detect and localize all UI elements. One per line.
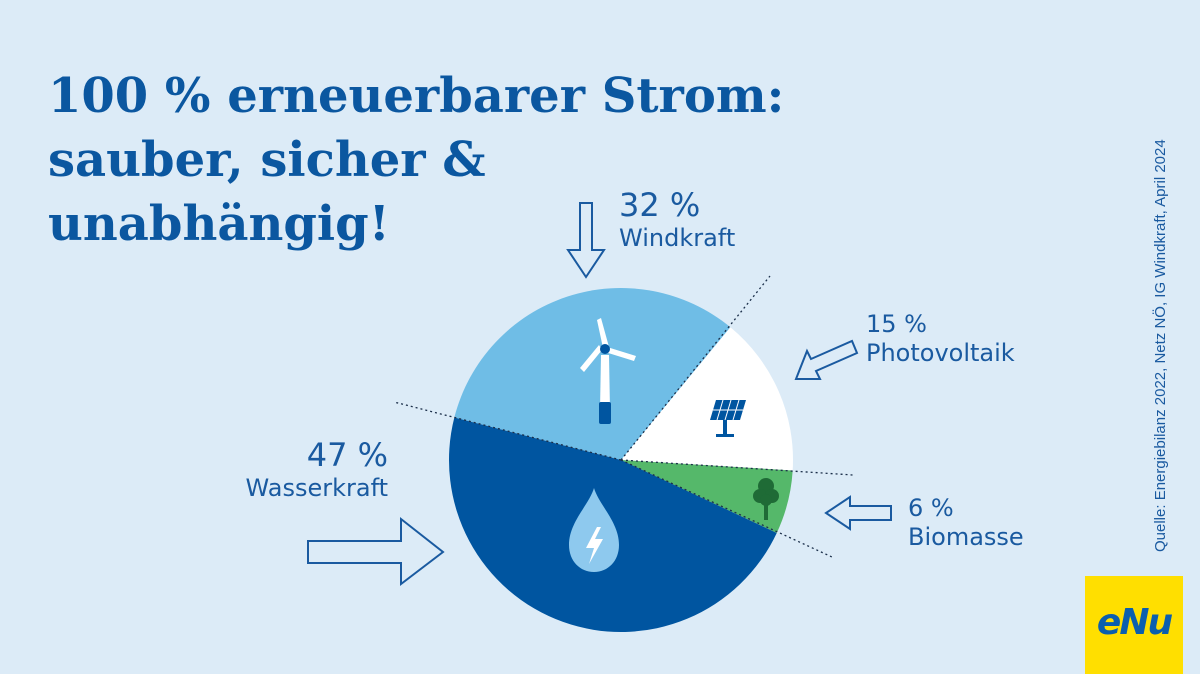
name-windkraft: Windkraft bbox=[619, 224, 736, 253]
label-wasserkraft: 47 % Wasserkraft bbox=[246, 436, 388, 503]
slice-divider-line bbox=[620, 459, 833, 558]
wind-turbine-icon bbox=[580, 318, 636, 424]
chart-title: 100 % erneuerbarer Strom: sauber, sicher… bbox=[48, 64, 784, 256]
arrow-windkraft-icon bbox=[566, 202, 606, 279]
pie-slice-photovoltaik bbox=[621, 327, 793, 471]
title-line-2: sauber, sicher & bbox=[48, 132, 486, 188]
logo-text: eNu bbox=[1096, 602, 1173, 643]
value-windkraft: 32 % bbox=[619, 186, 701, 224]
title-line-3: unabhängig! bbox=[48, 196, 390, 252]
enu-logo: eNu bbox=[1085, 576, 1183, 674]
value-biomasse: 6 % bbox=[908, 494, 954, 522]
label-photovoltaik: 15 % Photovoltaik bbox=[866, 310, 1015, 368]
name-biomasse: Biomasse bbox=[908, 522, 1024, 551]
source-note: Quelle: Energiebilanz 2022, Netz NÖ, IG … bbox=[1152, 139, 1169, 552]
label-windkraft: 32 % Windkraft bbox=[619, 186, 735, 253]
value-photovoltaik: 15 % bbox=[866, 310, 927, 338]
name-photovoltaik: Photovoltaik bbox=[866, 338, 1015, 367]
value-wasserkraft: 47 % bbox=[306, 436, 388, 474]
slice-divider-line bbox=[393, 401, 622, 461]
arrow-photovoltaik-icon bbox=[794, 339, 859, 380]
name-wasserkraft: Wasserkraft bbox=[245, 474, 388, 503]
arrow-biomasse-icon bbox=[824, 495, 892, 531]
label-biomasse: 6 % Biomasse bbox=[908, 494, 1024, 552]
solar-panel-icon bbox=[710, 399, 746, 437]
slice-divider-line bbox=[620, 459, 854, 476]
pie-slice-windkraft bbox=[454, 287, 731, 460]
pie-slice-biomasse bbox=[621, 460, 793, 533]
title-line-1: 100 % erneuerbarer Strom: bbox=[48, 68, 785, 124]
water-drop-lightning-icon bbox=[569, 488, 619, 572]
tree-icon bbox=[753, 478, 779, 520]
arrow-wasserkraft-icon bbox=[307, 516, 445, 587]
